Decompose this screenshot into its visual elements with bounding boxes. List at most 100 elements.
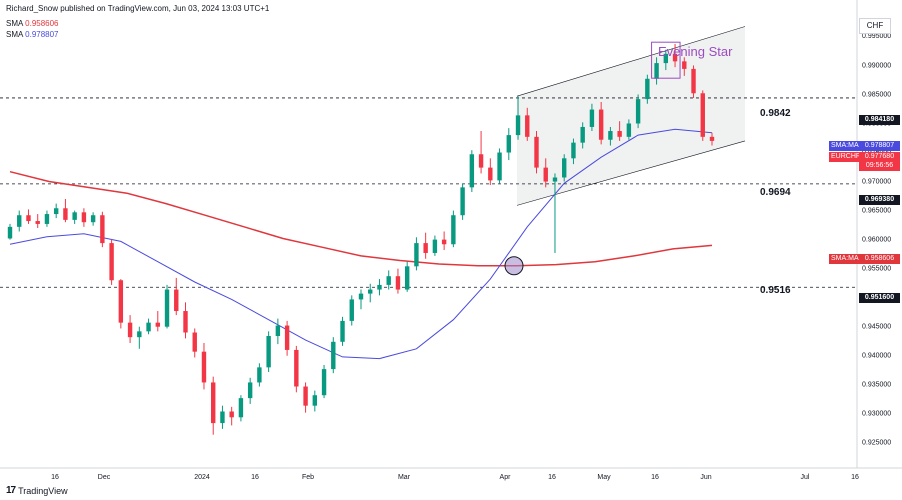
candle-body xyxy=(321,369,327,396)
golden-cross-marker xyxy=(504,256,524,276)
candle-body xyxy=(368,289,373,294)
level-label-2: 0.9516 xyxy=(760,285,791,296)
eurchf-tag-value: 0.977680 xyxy=(859,152,900,162)
tradingview-logo-icon: 17 xyxy=(6,485,16,496)
candle-body xyxy=(303,386,308,406)
candle-body xyxy=(562,158,567,178)
sma50-legend: SMA 0.978807 xyxy=(6,30,59,39)
sma200-line xyxy=(9,170,713,267)
candle-body xyxy=(127,322,133,338)
candle-body xyxy=(469,154,475,188)
candle-body xyxy=(331,341,336,370)
x-tick-label: 2024 xyxy=(194,474,210,481)
y-tick-label: 0.940000 xyxy=(862,353,891,360)
candle-body xyxy=(506,135,511,153)
candle-body xyxy=(552,177,558,182)
candle-body xyxy=(284,325,290,350)
candle-body xyxy=(543,167,548,182)
candle-body xyxy=(146,322,151,332)
y-tick-label: 0.930000 xyxy=(862,411,891,418)
y-tick-label: 0.965000 xyxy=(862,207,891,214)
candle-body xyxy=(100,215,105,244)
x-tick-label: 16 xyxy=(651,474,659,481)
publisher-info: Richard_Snow published on TradingView.co… xyxy=(6,4,270,13)
candle-body xyxy=(589,109,595,127)
candle-body xyxy=(349,299,354,321)
y-tick-label: 0.945000 xyxy=(862,324,891,331)
level-tag-2: 0.951600 xyxy=(859,293,900,303)
candle-body xyxy=(63,208,68,220)
candle-body xyxy=(17,215,22,227)
candle-body xyxy=(72,212,77,220)
candle-body xyxy=(229,411,234,418)
candle-body xyxy=(247,382,253,399)
candle-body xyxy=(26,215,31,222)
currency-button[interactable]: CHF xyxy=(859,18,891,34)
sma200-legend-value: 0.958606 xyxy=(25,19,59,28)
candle-body xyxy=(386,276,391,285)
candle-body xyxy=(395,276,401,290)
candle-body xyxy=(137,331,142,338)
candle-body xyxy=(53,208,59,215)
candle-body xyxy=(451,215,456,245)
x-tick-label: Feb xyxy=(302,474,314,481)
candle-body xyxy=(358,293,364,300)
candle-body xyxy=(626,123,632,137)
y-tick-label: 0.955000 xyxy=(862,265,891,272)
sma50-line xyxy=(9,128,713,360)
tradingview-brand[interactable]: 17 TradingView xyxy=(6,485,68,496)
candle-body xyxy=(340,320,345,342)
candle-body xyxy=(515,115,521,136)
candle-body xyxy=(682,61,687,69)
level-label-0: 0.9842 xyxy=(760,108,791,119)
candle-body xyxy=(201,351,207,383)
candle-body xyxy=(257,367,262,383)
candle-body xyxy=(423,243,428,253)
candle-body xyxy=(441,239,447,245)
sma200-tag-value: 0.958606 xyxy=(859,254,900,264)
candle-body xyxy=(44,214,50,224)
candle-body xyxy=(266,336,271,368)
candle-body xyxy=(617,131,622,137)
sma50-tag-value: 0.978807 xyxy=(859,141,900,151)
y-tick-label: 0.925000 xyxy=(862,440,891,447)
candle-body xyxy=(608,131,613,140)
evening-star-box xyxy=(651,41,681,79)
candle-body xyxy=(709,136,715,141)
candle-body xyxy=(645,78,650,100)
x-tick-label: 16 xyxy=(51,474,59,481)
candle-body xyxy=(598,109,604,140)
level-tag-1: 0.969380 xyxy=(859,195,900,205)
price-channel-fill xyxy=(517,26,745,206)
sma200-legend-label: SMA xyxy=(6,19,23,28)
candle-body xyxy=(534,136,539,168)
candle-body xyxy=(109,243,114,281)
y-tick-label: 0.985000 xyxy=(862,91,891,98)
candle-body xyxy=(635,99,641,124)
candle-body xyxy=(478,154,484,168)
x-tick-label: Apr xyxy=(500,474,512,481)
x-tick-label: 16 xyxy=(251,474,259,481)
candle-body xyxy=(404,266,410,290)
eurchf-tag-time: 09:56:56 xyxy=(859,161,900,171)
sma50-legend-value: 0.978807 xyxy=(25,30,59,39)
candle-body xyxy=(90,215,96,223)
candle-body xyxy=(488,167,493,181)
candle-body xyxy=(571,142,576,159)
candle-body xyxy=(525,115,530,137)
candle-body xyxy=(663,53,669,64)
candle-body xyxy=(35,221,40,224)
candle-body xyxy=(654,63,659,79)
y-tick-label: 0.960000 xyxy=(862,236,891,243)
candle-body xyxy=(377,284,382,290)
x-tick-label: Jul xyxy=(801,474,810,481)
candle-body xyxy=(81,212,87,223)
level-tag-0: 0.984180 xyxy=(859,115,900,125)
candle-body xyxy=(312,395,318,406)
candle-body xyxy=(164,289,170,327)
y-tick-label: 0.995000 xyxy=(862,33,891,40)
x-tick-label: May xyxy=(597,474,611,481)
eurchf-tag-label: EURCHF xyxy=(829,152,861,162)
channel-upper-line xyxy=(516,26,746,97)
